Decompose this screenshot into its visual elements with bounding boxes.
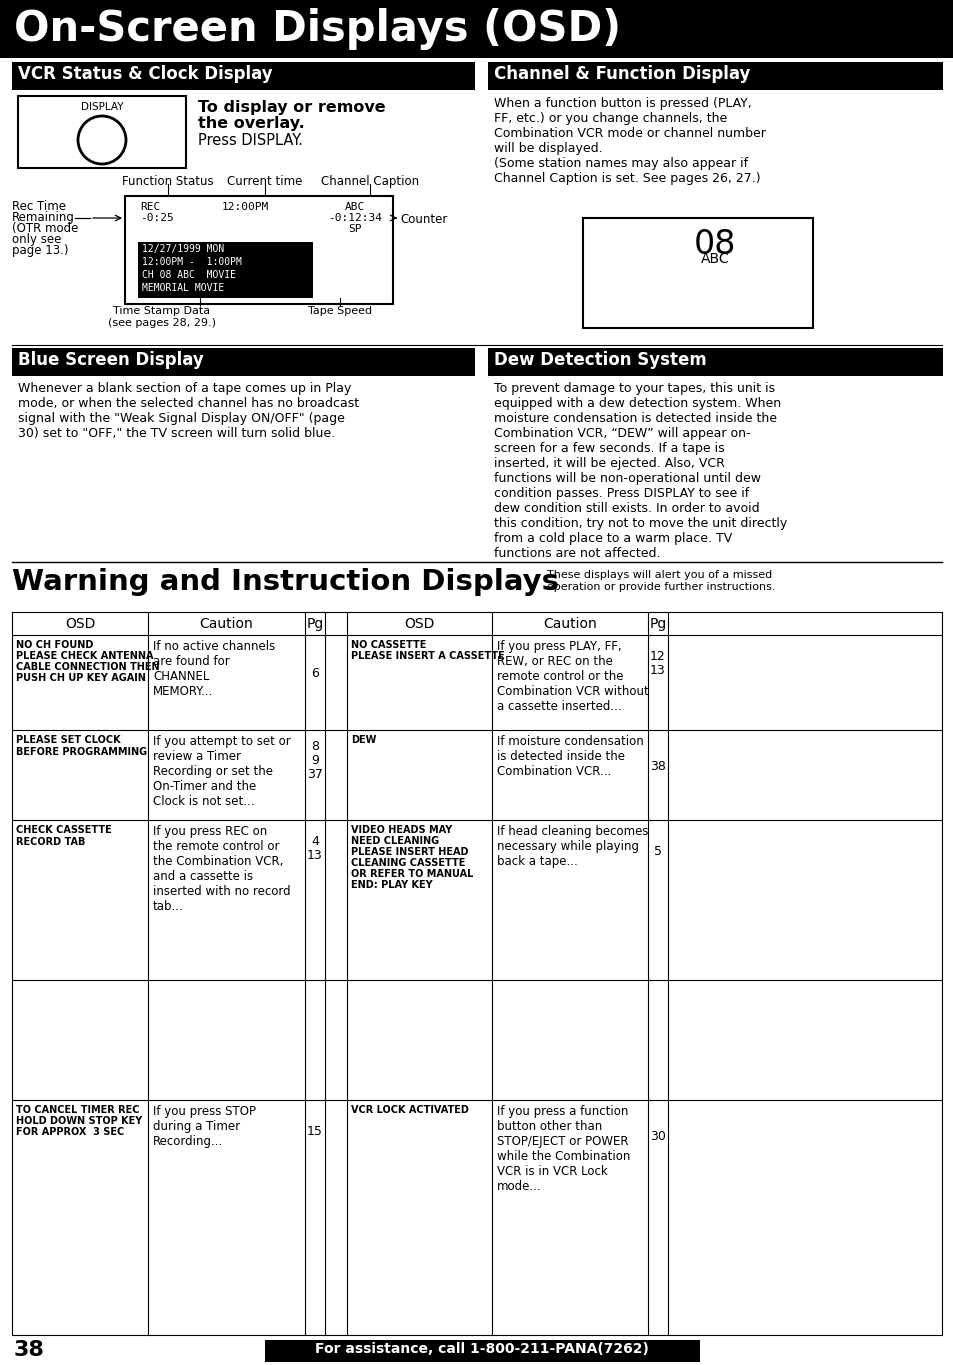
Text: To prevent damage to your tapes, this unit is
equipped with a dew detection syst: To prevent damage to your tapes, this un… [494, 382, 786, 560]
Text: 15: 15 [307, 1125, 323, 1138]
Text: 5: 5 [654, 845, 661, 859]
Text: Pg: Pg [306, 617, 323, 631]
Text: If you press STOP
during a Timer
Recording...: If you press STOP during a Timer Recordi… [152, 1106, 255, 1148]
Text: PLEASE SET CLOCK: PLEASE SET CLOCK [16, 734, 120, 745]
Text: NO CASSETTE: NO CASSETTE [351, 640, 426, 650]
Text: 6: 6 [311, 667, 318, 680]
Text: 37: 37 [307, 768, 323, 781]
Text: CLEANING CASSETTE: CLEANING CASSETTE [351, 859, 465, 868]
Text: Warning and Instruction Displays: Warning and Instruction Displays [12, 568, 558, 597]
Text: CH 08 ABC  MOVIE: CH 08 ABC MOVIE [142, 270, 235, 280]
Text: 4: 4 [311, 835, 318, 848]
Text: VCR LOCK ACTIVATED: VCR LOCK ACTIVATED [351, 1106, 468, 1115]
Text: 08: 08 [693, 228, 736, 261]
Text: If no active channels
are found for
CHANNEL
MEMORY...: If no active channels are found for CHAN… [152, 640, 275, 698]
Text: BEFORE PROGRAMMING: BEFORE PROGRAMMING [16, 747, 147, 758]
Text: If moisture condensation
is detected inside the
Combination VCR...: If moisture condensation is detected ins… [497, 734, 643, 778]
Text: If you press REC on
the remote control or
the Combination VCR,
and a cassette is: If you press REC on the remote control o… [152, 824, 291, 913]
Text: DEW: DEW [351, 734, 376, 745]
Text: Time Stamp Data
(see pages 28, 29.): Time Stamp Data (see pages 28, 29.) [108, 306, 215, 328]
Text: Channel & Function Display: Channel & Function Display [494, 66, 750, 83]
Text: If you press a function
button other than
STOP/EJECT or POWER
while the Combinat: If you press a function button other tha… [497, 1106, 630, 1193]
Text: PLEASE INSERT HEAD: PLEASE INSERT HEAD [351, 848, 468, 857]
Bar [488, 61, 942, 90]
Text: PLEASE INSERT A CASSETTE: PLEASE INSERT A CASSETTE [351, 651, 504, 661]
Text: ABC: ABC [345, 202, 365, 212]
Text: OR REFER TO MANUAL: OR REFER TO MANUAL [351, 870, 473, 879]
Bar [265, 1340, 700, 1362]
Text: Counter: Counter [399, 213, 447, 227]
Text: If you attempt to set or
review a Timer
Recording or set the
On-Timer and the
Cl: If you attempt to set or review a Timer … [152, 734, 291, 808]
Text: SP: SP [348, 224, 361, 233]
Text: Caution: Caution [199, 617, 253, 631]
Text: Pg: Pg [649, 617, 666, 631]
Text: 13: 13 [307, 849, 322, 863]
Text: Whenever a blank section of a tape comes up in Play
mode, or when the selected c: Whenever a blank section of a tape comes… [18, 382, 358, 440]
Text: REC: REC [140, 202, 160, 212]
Text: 30: 30 [649, 1130, 665, 1143]
Bar [12, 348, 475, 375]
Circle shape [78, 116, 126, 164]
Text: Function Status: Function Status [122, 175, 213, 188]
Text: Tape Speed: Tape Speed [308, 306, 372, 317]
Text: -0:25: -0:25 [140, 213, 173, 222]
Text: Rec Time: Rec Time [12, 201, 66, 213]
Text: 9: 9 [311, 753, 318, 767]
Text: page 13.): page 13.) [12, 244, 69, 257]
Text: 12/27/1999 MON: 12/27/1999 MON [142, 244, 224, 254]
Text: 38: 38 [649, 760, 665, 773]
Bar [12, 61, 475, 90]
Text: PUSH CH UP KEY AGAIN: PUSH CH UP KEY AGAIN [16, 673, 146, 682]
Text: HOLD DOWN STOP KEY: HOLD DOWN STOP KEY [16, 1117, 142, 1126]
Text: VIDEO HEADS MAY: VIDEO HEADS MAY [351, 824, 452, 835]
Text: the overlay.: the overlay. [198, 116, 304, 131]
Text: VCR Status & Clock Display: VCR Status & Clock Display [18, 66, 273, 83]
Bar [488, 348, 942, 375]
Text: NEED CLEANING: NEED CLEANING [351, 835, 438, 846]
Text: CABLE CONNECTION THEN: CABLE CONNECTION THEN [16, 662, 159, 672]
Text: If head cleaning becomes
necessary while playing
back a tape...: If head cleaning becomes necessary while… [497, 824, 648, 868]
Text: Dew Detection System: Dew Detection System [494, 351, 706, 369]
Text: Remaining: Remaining [12, 212, 74, 224]
Bar [582, 218, 812, 328]
Text: FOR APPROX  3 SEC: FOR APPROX 3 SEC [16, 1127, 124, 1137]
Text: 12: 12 [649, 650, 665, 663]
Bar [125, 197, 393, 304]
Text: 13: 13 [649, 663, 665, 677]
Text: MEMORIAL MOVIE: MEMORIAL MOVIE [142, 283, 224, 293]
Text: 8: 8 [311, 740, 318, 753]
Text: 12:00PM -  1:00PM: 12:00PM - 1:00PM [142, 257, 242, 268]
Text: TO CANCEL TIMER REC: TO CANCEL TIMER REC [16, 1106, 139, 1115]
Text: To display or remove: To display or remove [198, 100, 385, 115]
Text: 12:00PM: 12:00PM [221, 202, 269, 212]
Bar [0, 0, 953, 57]
Text: Blue Screen Display: Blue Screen Display [18, 351, 204, 369]
Text: RECORD TAB: RECORD TAB [16, 837, 85, 848]
Text: OSD: OSD [403, 617, 434, 631]
Text: If you press PLAY, FF,
REW, or REC on the
remote control or the
Combination VCR : If you press PLAY, FF, REW, or REC on th… [497, 640, 648, 713]
Text: Channel Caption: Channel Caption [320, 175, 418, 188]
Text: Caution: Caution [542, 617, 597, 631]
Text: ABC: ABC [700, 253, 728, 266]
Text: CHECK CASSETTE: CHECK CASSETTE [16, 824, 112, 835]
Text: PLEASE CHECK ANTENNA: PLEASE CHECK ANTENNA [16, 651, 153, 661]
Text: These displays will alert you of a missed
operation or provide further instructi: These displays will alert you of a misse… [546, 571, 775, 591]
Text: For assistance, call 1-800-211-PANA(7262): For assistance, call 1-800-211-PANA(7262… [314, 1342, 648, 1355]
Text: -0:12:34: -0:12:34 [328, 213, 381, 222]
Text: END: PLAY KEY: END: PLAY KEY [351, 880, 432, 890]
Text: When a function button is pressed (PLAY,
FF, etc.) or you change channels, the
C: When a function button is pressed (PLAY,… [494, 97, 765, 186]
Bar [138, 242, 313, 298]
Text: only see: only see [12, 233, 61, 246]
Text: OSD: OSD [65, 617, 95, 631]
Text: Current time: Current time [227, 175, 302, 188]
Text: (OTR mode: (OTR mode [12, 222, 78, 235]
Text: Press DISPLAY.: Press DISPLAY. [198, 132, 302, 147]
Text: On-Screen Displays (OSD): On-Screen Displays (OSD) [14, 8, 620, 51]
Text: NO CH FOUND: NO CH FOUND [16, 640, 93, 650]
Text: DISPLAY: DISPLAY [81, 102, 123, 112]
Bar [18, 96, 186, 168]
Text: 38: 38 [14, 1340, 45, 1360]
